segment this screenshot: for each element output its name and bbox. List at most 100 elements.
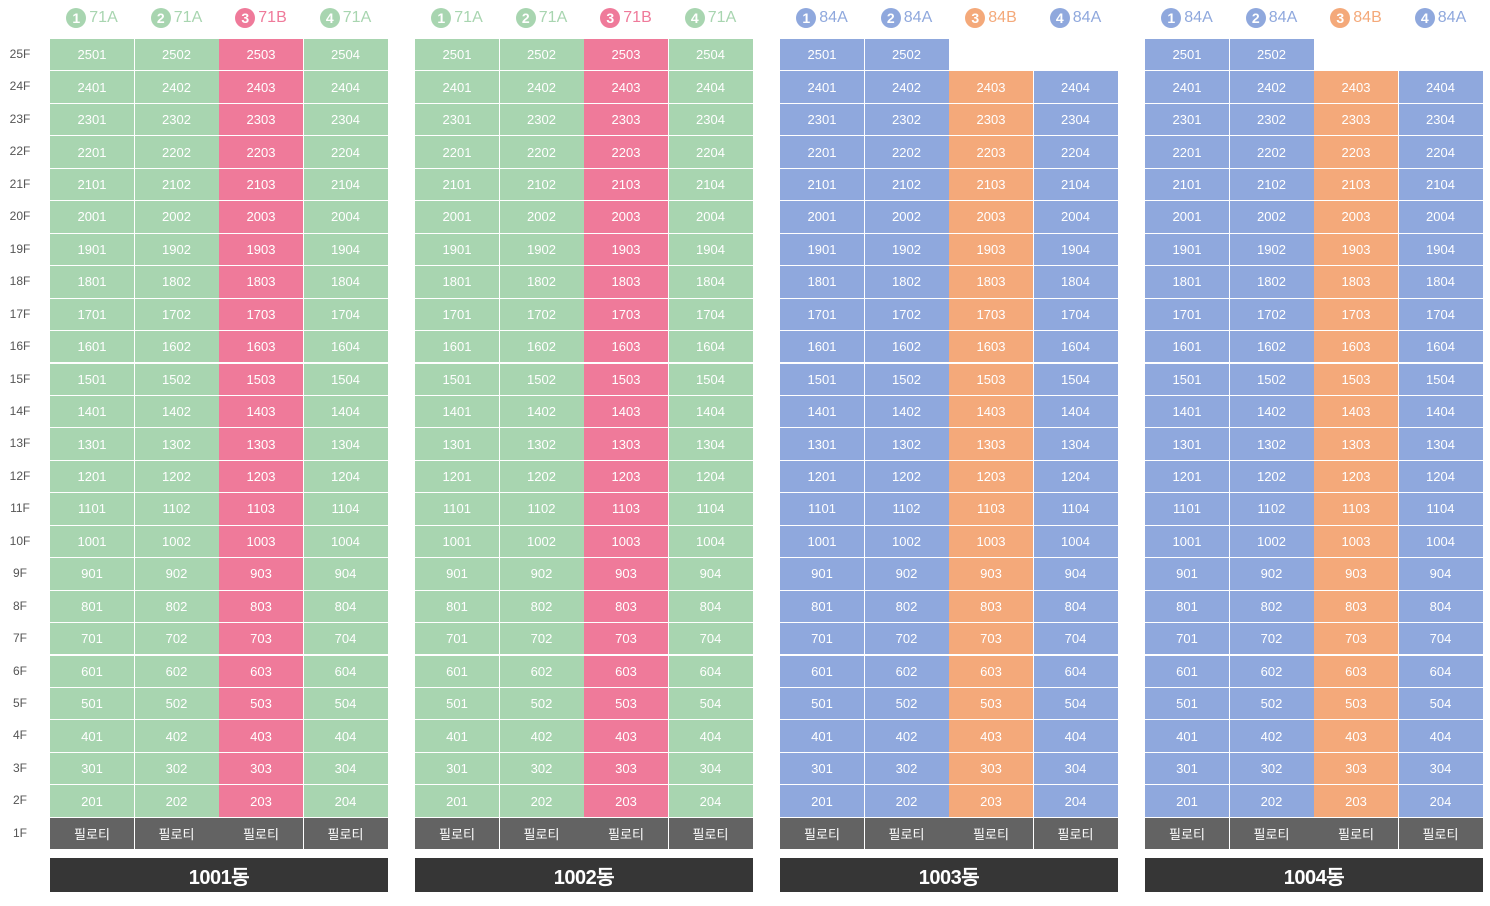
unit-cell: 2103 (949, 168, 1033, 201)
unit-cell: 203 (584, 785, 668, 817)
line-number-badge: 1 (431, 8, 452, 28)
unit-cell: 503 (584, 688, 668, 720)
unit-cell: 701 (415, 623, 499, 655)
unit-cell: 1004 (303, 525, 388, 558)
unit-cell: 1301 (780, 428, 864, 460)
unit-cell: 1804 (668, 266, 753, 298)
unit-cell: 1004 (1398, 525, 1483, 558)
unit-cell: 2304 (1033, 103, 1118, 136)
unit-type-label: 71A (707, 9, 737, 26)
unit-cell: 1802 (1229, 266, 1314, 298)
floor-label: 24F (9, 79, 31, 94)
unit-cell: 1803 (584, 266, 668, 298)
unit-cell: 204 (1033, 785, 1118, 817)
unit-cell: 701 (780, 623, 864, 655)
unit-cell: 2201 (50, 136, 134, 168)
unit-cell: 1104 (1033, 493, 1118, 525)
unit-cell: 1702 (134, 298, 219, 330)
unit-cell: 1603 (219, 331, 303, 363)
unit-cell: 1302 (134, 428, 219, 460)
unit-cell: 1203 (584, 460, 668, 493)
unit-cell: 1404 (668, 395, 753, 428)
unit-cell: 303 (584, 752, 668, 785)
unit-cell: 1301 (415, 428, 499, 460)
unit-cell: 2303 (584, 103, 668, 136)
unit-type-header: 3 84B (949, 6, 1033, 30)
unit-cell: 703 (949, 623, 1033, 655)
unit-cell: 2403 (1314, 71, 1398, 103)
unit-cell: 1703 (1314, 298, 1398, 330)
unit-cell: 401 (415, 720, 499, 752)
unit-cell: 704 (668, 623, 753, 655)
unit-cell: 1203 (1314, 460, 1398, 493)
unit-cell: 1704 (1033, 298, 1118, 330)
unit-cell: 304 (668, 752, 753, 785)
unit-cell: 1403 (584, 395, 668, 428)
unit-cell: 2101 (50, 168, 134, 201)
unit-cell: 501 (50, 688, 134, 720)
unit-cell: 1603 (949, 331, 1033, 363)
unit-cell: 1503 (219, 363, 303, 395)
line-number-badge: 4 (684, 8, 705, 28)
unit-cell: 2203 (584, 136, 668, 168)
unit-cell: 902 (499, 558, 584, 590)
unit-cell: 1704 (1398, 298, 1483, 330)
unit-cell: 1004 (1033, 525, 1118, 558)
unit-cell: 403 (949, 720, 1033, 752)
unit-cell: 1103 (584, 493, 668, 525)
unit-cell: 602 (499, 655, 584, 687)
unit-cell: 1804 (1033, 266, 1118, 298)
unit-cell: 404 (1033, 720, 1118, 752)
unit-cell: 303 (1314, 752, 1398, 785)
unit-cell: 1701 (1145, 298, 1229, 330)
unit-cell: 502 (499, 688, 584, 720)
line-number-badge: 4 (1049, 8, 1070, 28)
unit-type-header: 3 71B (584, 6, 668, 30)
unit-cell: 203 (1314, 785, 1398, 817)
unit-cell: 203 (219, 785, 303, 817)
unit-cell: 701 (1145, 623, 1229, 655)
unit-cell: 601 (1145, 655, 1229, 687)
unit-cell: 803 (949, 590, 1033, 623)
unit-cell: 2103 (584, 168, 668, 201)
unit-cell: 2501 (50, 39, 134, 71)
unit-cell: 601 (780, 655, 864, 687)
unit-cell: 1402 (1229, 395, 1314, 428)
unit-cell: 1202 (499, 460, 584, 493)
unit-cell: 1102 (1229, 493, 1314, 525)
unit-cell: 1102 (134, 493, 219, 525)
unit-cell: 2402 (134, 71, 219, 103)
unit-cell: 2002 (1229, 201, 1314, 233)
piloti-cell: 필로티 (219, 817, 303, 850)
unit-cell: 1103 (1314, 493, 1398, 525)
unit-cell: 902 (864, 558, 949, 590)
unit-cell: 2402 (864, 71, 949, 103)
unit-cell: 1001 (50, 525, 134, 558)
unit-cell: 2502 (134, 39, 219, 71)
unit-cell: 1904 (668, 233, 753, 266)
unit-cell: 2103 (1314, 168, 1398, 201)
unit-cell: 1101 (780, 493, 864, 525)
unit-cell: 2501 (1145, 39, 1229, 71)
floor-label: 2F (12, 793, 27, 808)
unit-type-label: 71B (623, 9, 652, 26)
unit-cell: 301 (50, 752, 134, 785)
unit-cell: 803 (584, 590, 668, 623)
unit-cell: 2504 (668, 39, 753, 71)
piloti-cell: 필로티 (1229, 817, 1314, 850)
unit-cell: 603 (949, 655, 1033, 687)
unit-cell: 802 (134, 590, 219, 623)
unit-cell: 504 (303, 688, 388, 720)
unit-cell: 604 (668, 655, 753, 687)
unit-cell: 204 (303, 785, 388, 817)
unit-cell: 403 (219, 720, 303, 752)
unit-cell: 1201 (780, 460, 864, 493)
floor-label: 12F (9, 468, 31, 483)
unit-cell: 1703 (219, 298, 303, 330)
unit-cell: 2302 (864, 103, 949, 136)
unit-cell: 604 (303, 655, 388, 687)
unit-cell: 204 (668, 785, 753, 817)
unit-cell: 901 (1145, 558, 1229, 590)
unit-cell: 2304 (303, 103, 388, 136)
piloti-cell: 필로티 (668, 817, 753, 850)
